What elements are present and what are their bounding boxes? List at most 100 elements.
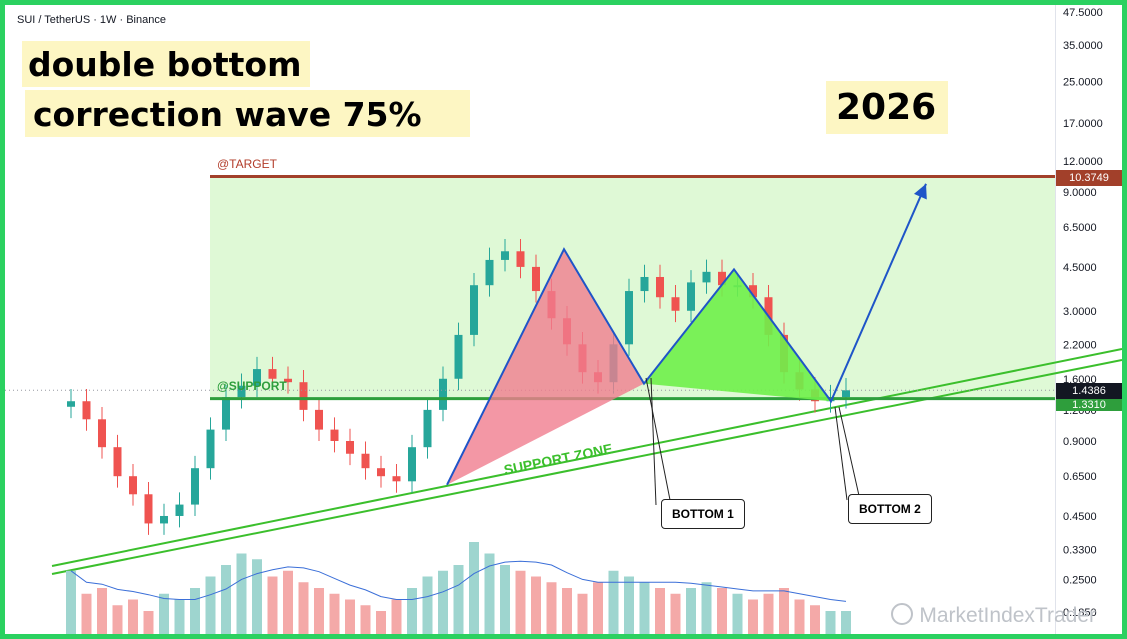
volume-bar (298, 582, 309, 634)
year-note: 2026 (826, 81, 949, 134)
candle-body (67, 401, 75, 407)
support-trendline-lower (51, 359, 1122, 575)
volume-bar (732, 593, 743, 634)
candle-body (315, 409, 323, 430)
support-trendline-upper (51, 348, 1122, 567)
volume-bar (252, 559, 262, 634)
candle-body (160, 515, 168, 524)
candle-body (423, 409, 432, 448)
volume-bar (562, 588, 572, 634)
support-level-label: @SUPPORT (217, 379, 287, 393)
y-tick-label: 3.0000 (1063, 306, 1097, 318)
candle-body (113, 447, 122, 477)
y-tick-label: 25.0000 (1063, 76, 1103, 88)
candle-body (175, 504, 184, 516)
volume-bar (205, 576, 216, 634)
candle-body (485, 259, 494, 286)
volume-bar (159, 593, 169, 634)
volume-bar (360, 605, 371, 634)
y-tick-label: 12.0000 (1063, 156, 1103, 168)
volume-bar (314, 588, 324, 634)
volume-bar (670, 593, 681, 634)
volume-bar (810, 605, 820, 634)
y-tick-label: 0.3300 (1063, 545, 1097, 557)
bottom-1-pointer-edge (650, 377, 657, 506)
watermark-text: MarketIndexTrader (919, 604, 1096, 627)
y-tick-label: 0.4500 (1063, 511, 1097, 523)
bottom-2-pointer (838, 406, 861, 501)
candle-body (237, 385, 246, 398)
projection-arrow-head (913, 183, 927, 200)
candle-body (625, 291, 633, 345)
candle-body (656, 276, 664, 298)
volume-bar (469, 542, 479, 634)
bottom-2-pointer-edge (834, 406, 848, 501)
bottom-2-callout: BOTTOM 2 (848, 494, 932, 524)
volume-bar (686, 588, 696, 634)
y-tick-label: 0.1850 (1063, 607, 1097, 619)
y-tick-label: 47.5000 (1063, 7, 1103, 19)
volume-bar (329, 593, 340, 634)
candle-body (392, 476, 401, 482)
candle-body (749, 285, 757, 298)
volume-bar (841, 611, 851, 634)
candle-body (129, 476, 137, 495)
current-price-tag: 1.4386 (1056, 383, 1122, 399)
volume-bar (174, 599, 185, 634)
candle-body (671, 297, 680, 311)
volume-bar (283, 570, 293, 634)
candle-body (377, 468, 385, 477)
volume-bar (376, 611, 386, 634)
volume-bar (500, 565, 510, 634)
support-price-tag: 1.3310 (1056, 399, 1122, 411)
candle-body (439, 378, 447, 410)
title-note-1: double bottom (22, 41, 310, 87)
target-price-tag: 10.3749 (1056, 170, 1122, 186)
target-zone-fill (210, 176, 1055, 399)
volume-bar (422, 576, 433, 634)
candle-body (408, 447, 416, 482)
volume-bar (453, 565, 464, 634)
candle-body (191, 468, 199, 505)
volume-bar (639, 582, 650, 634)
volume-bar (236, 553, 247, 634)
volume-bar (515, 570, 526, 634)
title-note-2: correction wave 75% (25, 90, 470, 137)
volume-bar (267, 576, 278, 634)
volume-bar (81, 593, 92, 634)
candle-body (268, 369, 277, 379)
volume-bar (128, 599, 138, 634)
y-tick-label: 0.6500 (1063, 471, 1097, 483)
candle-body (206, 429, 215, 469)
volume-bar (391, 599, 402, 634)
candle-body (98, 419, 106, 448)
chart-frame: SUPPORT ZONE 47.5000 35.0000 25.0000 17.0000… (5, 5, 1122, 634)
candle-body (454, 334, 463, 379)
candle-body (284, 378, 292, 383)
price-chart[interactable]: SUPPORT ZONE47.500035.000025.000017.0000… (5, 5, 1122, 634)
volume-bar (794, 599, 805, 634)
candle-body (640, 276, 649, 292)
candle-body (842, 390, 850, 398)
candle-body (299, 382, 308, 410)
candle-body (516, 251, 525, 267)
symbol-header[interactable]: SUI / TetherUS · 1W · Binance (17, 14, 166, 26)
watermark: MarketIndexTrader (891, 603, 1096, 628)
candle-body (470, 285, 478, 335)
volume-bar (701, 582, 712, 634)
volume-bar (577, 593, 588, 634)
volume-bar (763, 593, 774, 634)
volume-bar (624, 576, 634, 634)
volume-bar (221, 565, 231, 634)
candle-body (346, 441, 354, 454)
candle-body (82, 401, 91, 420)
candle-body (144, 494, 153, 524)
y-tick-label: 35.0000 (1063, 40, 1103, 52)
y-tick-label: 2.2000 (1063, 339, 1097, 351)
y-tick-label: 1.6000 (1063, 374, 1097, 386)
candle-body (718, 271, 726, 286)
watermark-logo-icon (891, 603, 914, 625)
volume-bar (112, 605, 123, 634)
pattern-wave-line (446, 183, 927, 486)
volume-ma-line (70, 560, 847, 602)
